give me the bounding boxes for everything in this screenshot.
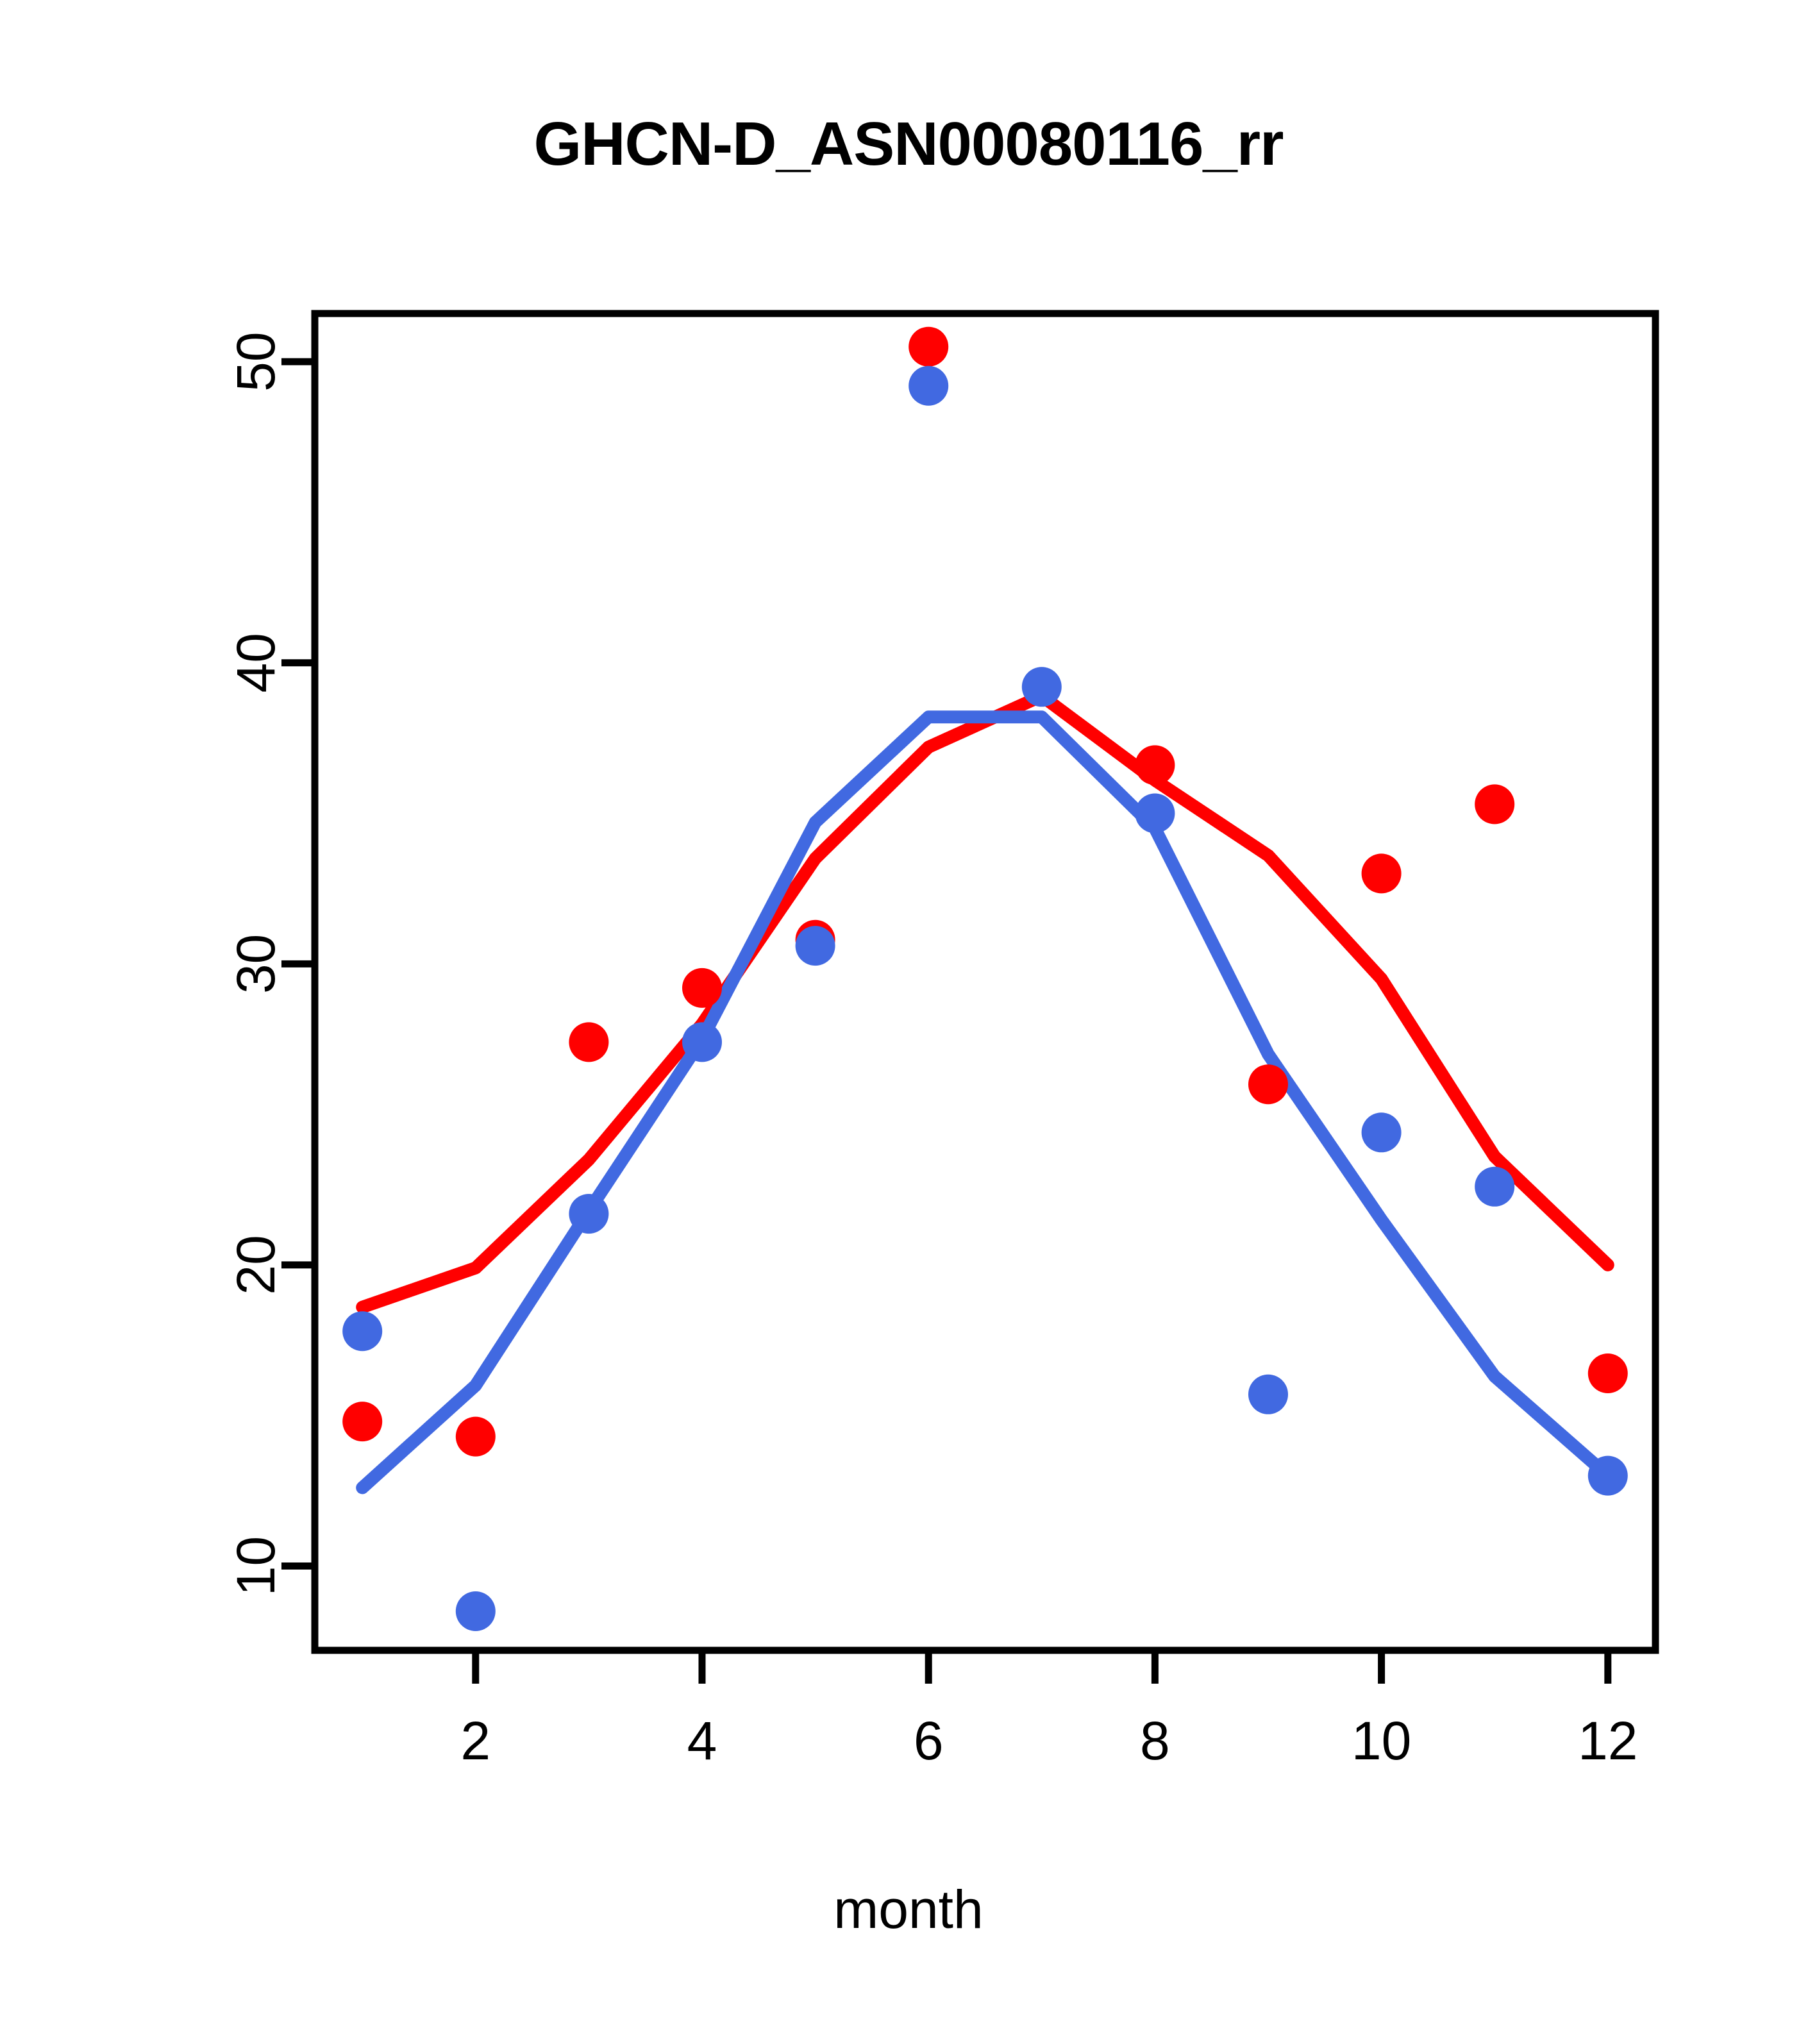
x-axis-label: month bbox=[833, 1879, 984, 1939]
x-axis-tick-label: 2 bbox=[460, 1711, 490, 1771]
data-point-blue-points bbox=[795, 926, 835, 966]
data-point-blue-points bbox=[342, 1311, 383, 1352]
y-axis-tick-label: 40 bbox=[226, 633, 286, 692]
data-point-blue-points bbox=[908, 365, 949, 406]
data-point-blue-points bbox=[1361, 1112, 1402, 1153]
y-axis: 10 20 30 40 50 bbox=[226, 331, 315, 1596]
data-point-red-points bbox=[682, 968, 722, 1008]
data-point-red-points bbox=[1248, 1064, 1288, 1105]
y-axis-tick-label: 20 bbox=[226, 1235, 286, 1294]
data-point-red-points bbox=[342, 1402, 383, 1442]
x-axis-tick-label: 10 bbox=[1352, 1711, 1411, 1771]
series-line-blue-line bbox=[356, 710, 1614, 1495]
data-point-blue-points bbox=[1021, 667, 1062, 707]
x-axis-tick-label: 6 bbox=[914, 1711, 944, 1771]
data-point-blue-points bbox=[1135, 793, 1175, 834]
data-point-red-points bbox=[908, 326, 949, 367]
x-axis-tick-label: 8 bbox=[1140, 1711, 1170, 1771]
plot-frame bbox=[311, 310, 1659, 1654]
y-axis-tick-label: 10 bbox=[226, 1536, 286, 1596]
x-axis-tick-label: 4 bbox=[687, 1711, 717, 1771]
data-point-blue-points bbox=[1248, 1374, 1288, 1414]
series-line-red-line bbox=[356, 689, 1614, 1314]
series-points-layer bbox=[342, 326, 1628, 1631]
x-axis: 2 4 6 8 10 12 bbox=[460, 1650, 1638, 1771]
data-point-red-points bbox=[1135, 745, 1175, 785]
page-title: GHCN-D_ASN00080116_rr bbox=[533, 110, 1284, 178]
data-point-red-points bbox=[455, 1416, 496, 1457]
data-point-blue-points bbox=[1475, 1166, 1515, 1207]
data-point-red-points bbox=[1361, 853, 1402, 894]
series-lines-layer bbox=[356, 689, 1614, 1495]
data-point-blue-points bbox=[682, 1022, 722, 1062]
x-axis-tick-label: 12 bbox=[1578, 1711, 1637, 1771]
data-point-red-points bbox=[1475, 784, 1515, 825]
data-point-red-points bbox=[569, 1022, 609, 1062]
data-point-blue-points bbox=[455, 1591, 496, 1631]
data-point-red-points bbox=[1587, 1353, 1628, 1393]
data-point-blue-points bbox=[1587, 1455, 1628, 1496]
y-axis-tick-label: 50 bbox=[226, 331, 286, 391]
data-point-blue-points bbox=[569, 1194, 609, 1234]
y-axis-tick-label: 30 bbox=[226, 934, 286, 994]
